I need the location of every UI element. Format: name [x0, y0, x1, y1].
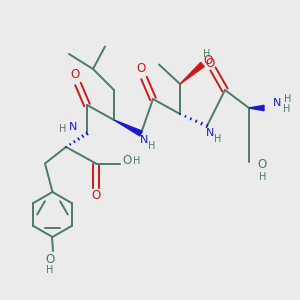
Text: O: O [204, 53, 213, 67]
Polygon shape [249, 105, 264, 111]
Text: O: O [70, 68, 80, 82]
Text: O: O [258, 158, 267, 172]
Polygon shape [180, 62, 204, 84]
Text: H: H [259, 172, 266, 182]
Text: H: H [283, 104, 290, 115]
Text: O: O [122, 154, 131, 167]
Text: H: H [284, 94, 292, 104]
Text: N: N [206, 128, 214, 138]
Text: H: H [203, 49, 211, 59]
Text: N: N [273, 98, 282, 109]
Text: O: O [92, 189, 100, 203]
Text: H: H [214, 134, 221, 144]
Text: O: O [45, 253, 54, 266]
Text: N: N [140, 135, 148, 145]
Text: O: O [206, 56, 214, 70]
Text: H: H [59, 124, 67, 134]
Text: H: H [133, 155, 140, 166]
Text: H: H [148, 141, 155, 151]
Text: O: O [136, 62, 146, 76]
Polygon shape [114, 120, 142, 136]
Text: H: H [46, 265, 53, 275]
Text: N: N [69, 122, 78, 132]
